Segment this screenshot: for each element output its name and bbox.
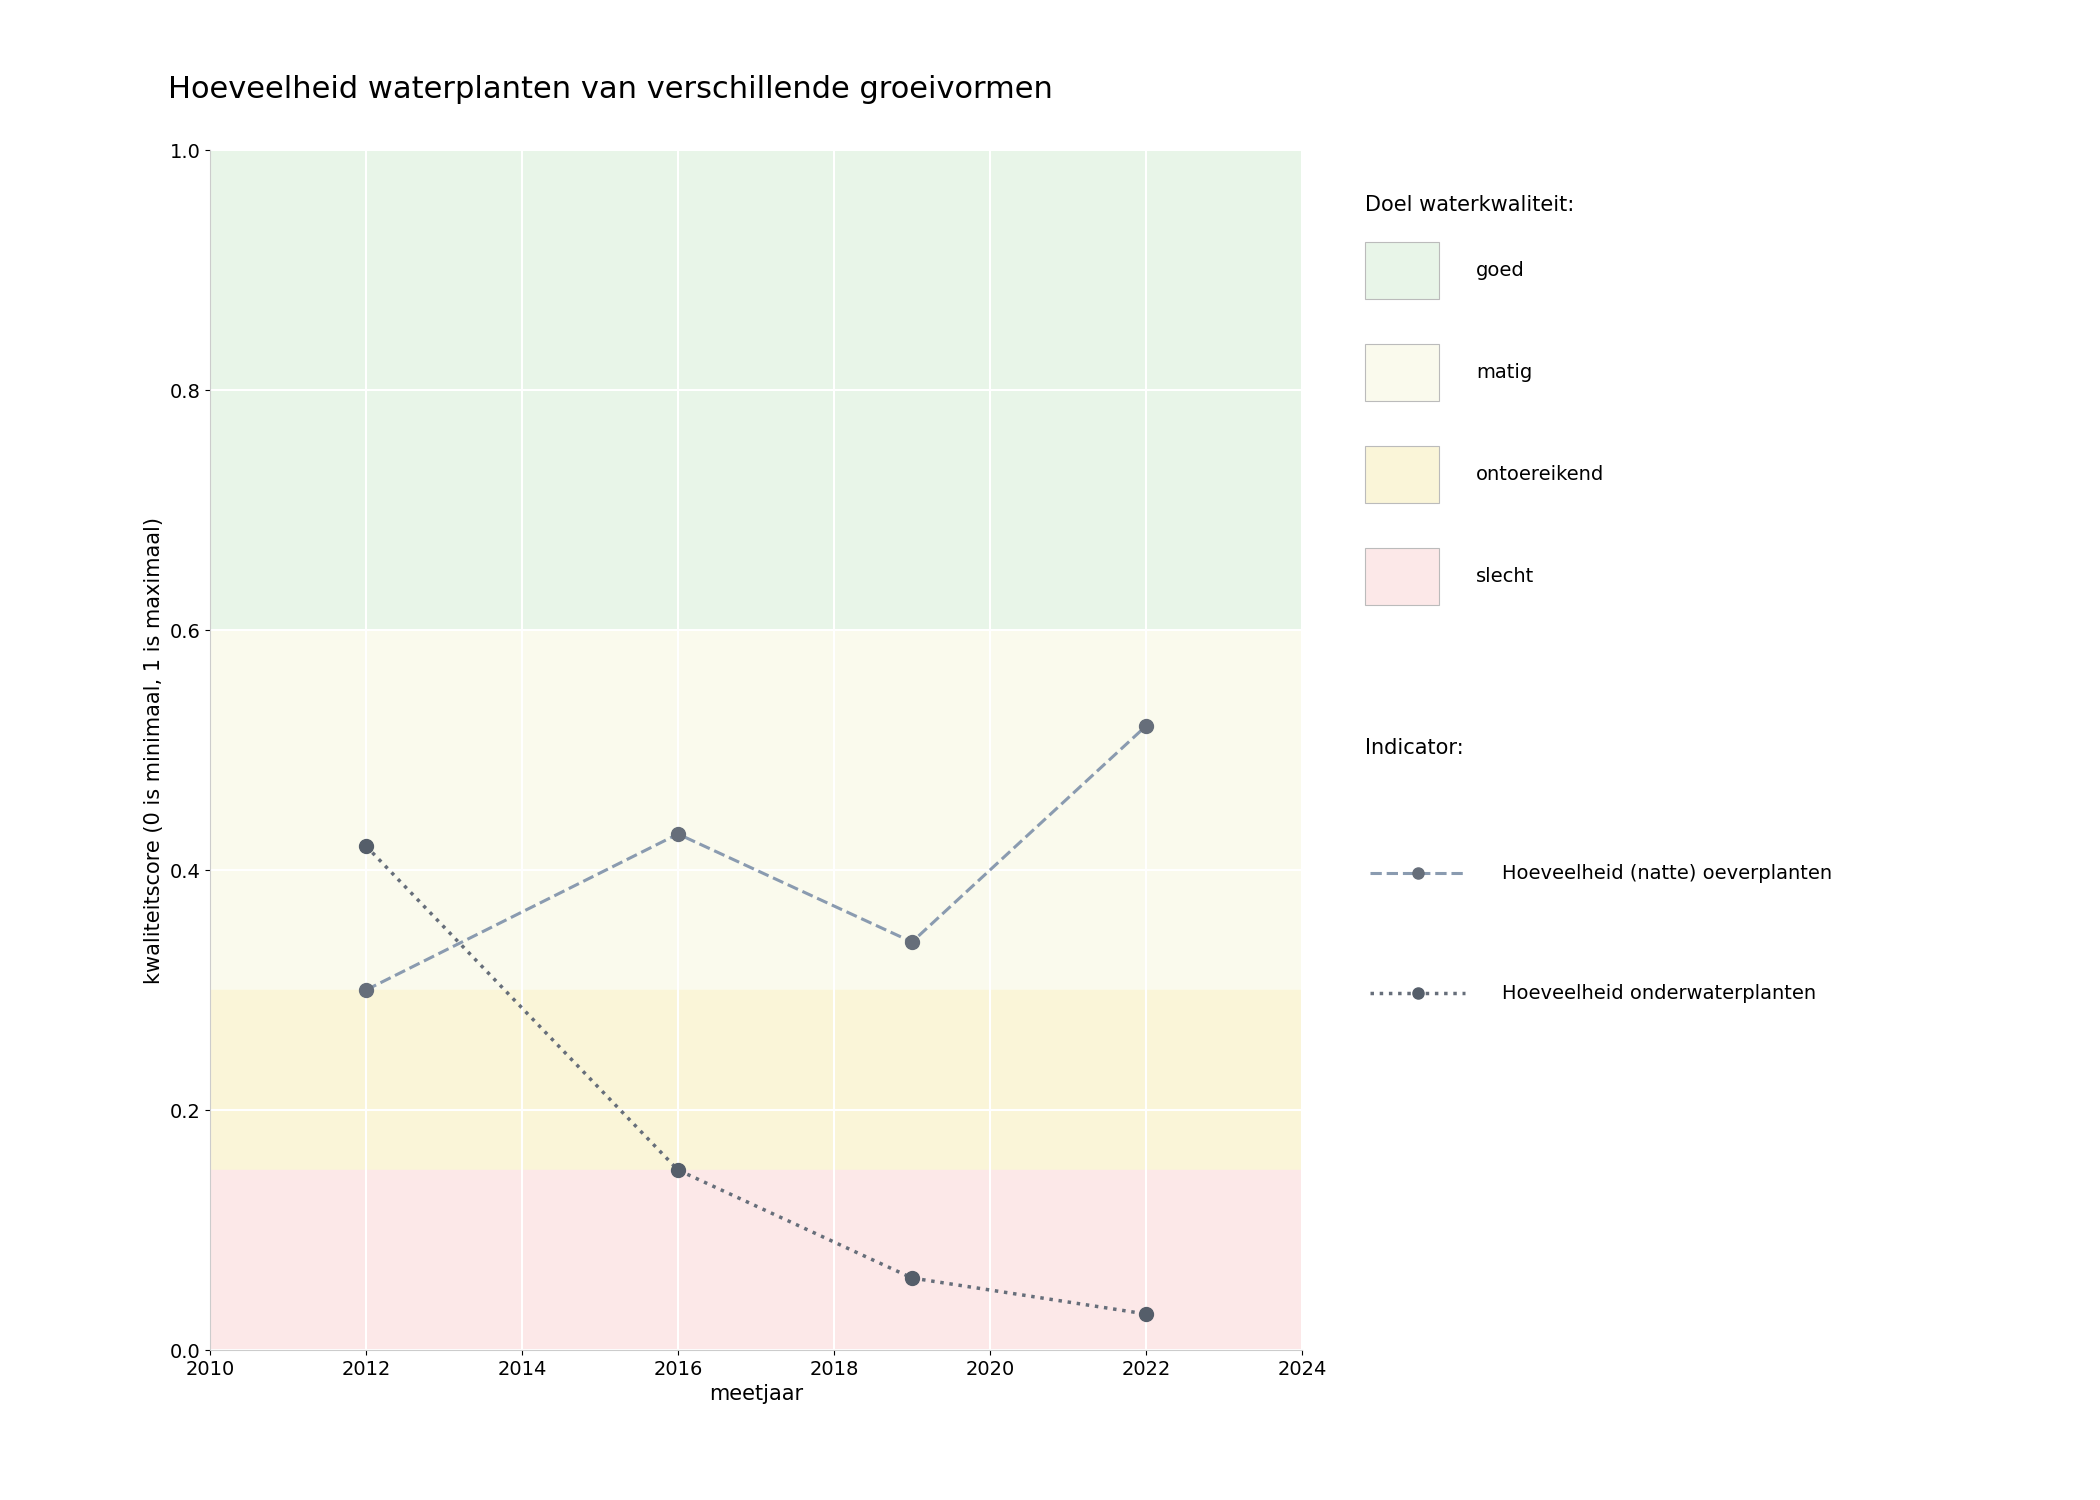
Text: Doel waterkwaliteit:: Doel waterkwaliteit: [1365, 195, 1575, 214]
Bar [210, 630, 1302, 990]
Text: matig: matig [1476, 363, 1533, 381]
Text: Hoeveelheid onderwaterplanten: Hoeveelheid onderwaterplanten [1502, 984, 1816, 1002]
X-axis label: meetjaar: meetjaar [710, 1384, 802, 1404]
Text: Indicator:: Indicator: [1365, 738, 1464, 758]
Text: goed: goed [1476, 261, 1525, 279]
Y-axis label: kwaliteitscore (0 is minimaal, 1 is maximaal): kwaliteitscore (0 is minimaal, 1 is maxi… [143, 516, 164, 984]
Bar [210, 1170, 1302, 1350]
Text: slecht: slecht [1476, 567, 1535, 585]
Bar [210, 150, 1302, 630]
Bar [210, 990, 1302, 1170]
Text: ontoereikend: ontoereikend [1476, 465, 1604, 483]
Text: Hoeveelheid (natte) oeverplanten: Hoeveelheid (natte) oeverplanten [1502, 864, 1831, 882]
Text: Hoeveelheid waterplanten van verschillende groeivormen: Hoeveelheid waterplanten van verschillen… [168, 75, 1052, 104]
